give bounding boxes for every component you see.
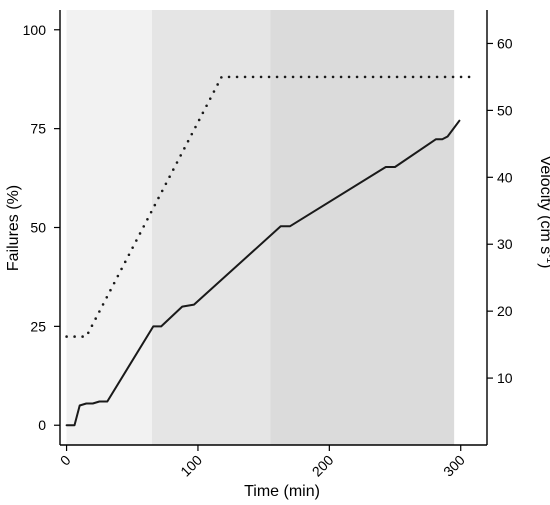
- x-tick-label-0: 0: [57, 452, 74, 469]
- y-left-tick-label-75: 75: [30, 121, 46, 137]
- y-left-axis-title: Failures (%): [5, 185, 22, 271]
- y-right-axis-title-main: Velocity (cm s: [537, 156, 550, 255]
- y-right-tick-label-50: 50: [497, 102, 513, 118]
- y-left-tick-label-0: 0: [38, 417, 46, 433]
- x-tick-label-200: 200: [309, 452, 337, 480]
- y-right-tick-label-20: 20: [497, 303, 513, 319]
- axes: [54, 10, 493, 451]
- background-bands: [66, 10, 455, 445]
- x-tick-label-300: 300: [440, 452, 468, 480]
- y-left-tick-label-100: 100: [23, 22, 47, 38]
- y-right-axis-title-superscript: -1: [544, 254, 550, 263]
- background-band-2: [151, 10, 271, 445]
- y-right-tick-label-60: 60: [497, 35, 513, 51]
- background-band-3: [270, 10, 455, 445]
- y-right-tick-label-40: 40: [497, 169, 513, 185]
- y-right-axis-title-close: ): [537, 263, 550, 268]
- failures-line: [65, 119, 461, 427]
- y-right-tick-label-30: 30: [497, 236, 513, 252]
- x-axis-title: Time (min): [244, 483, 320, 500]
- y-right-tick-label-10: 10: [497, 370, 513, 386]
- x-tick-label-100: 100: [177, 452, 205, 480]
- background-band-1: [66, 10, 152, 445]
- y-left-tick-label-50: 50: [30, 220, 46, 236]
- y-right-axis-title: Velocity (cm s-1): [537, 156, 550, 269]
- series-lines: [65, 75, 476, 427]
- y-left-tick-label-25: 25: [30, 318, 46, 334]
